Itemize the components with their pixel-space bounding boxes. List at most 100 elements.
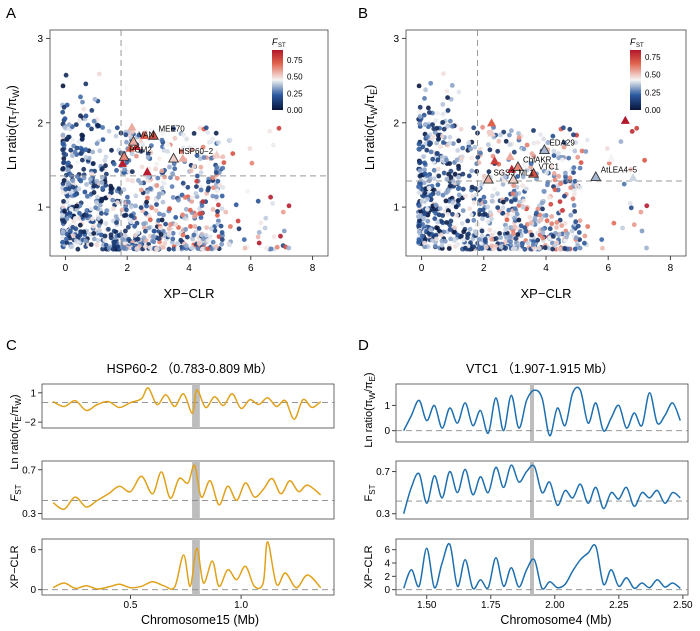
y-tick-label: 2	[37, 118, 43, 129]
scatter-point	[274, 244, 280, 250]
scatter-point	[205, 130, 211, 135]
scatter-point	[472, 229, 478, 235]
scatter-point	[220, 165, 226, 171]
scatter-point	[147, 245, 153, 251]
scatter-point	[150, 234, 156, 240]
scatter-point	[455, 241, 461, 247]
scatter-point	[73, 226, 79, 232]
scatter-point	[558, 181, 563, 187]
scatter-point	[438, 144, 444, 150]
scatter-point	[422, 240, 427, 246]
panel-label-c: C	[6, 337, 17, 354]
scatter-point	[428, 227, 434, 233]
scatter-point	[206, 238, 211, 243]
scatter-point	[124, 139, 129, 145]
scatter-point	[485, 219, 491, 225]
scatter-point	[418, 208, 423, 214]
scatter-point	[514, 211, 520, 217]
scatter-point	[579, 148, 585, 154]
scatter-point	[206, 185, 212, 191]
scatter-point	[149, 205, 155, 211]
scatter-point	[527, 215, 533, 220]
legend-tick-label: 0.00	[287, 106, 303, 115]
scatter-point	[504, 225, 510, 231]
scatter-point	[100, 125, 105, 130]
scatter-point	[452, 238, 457, 243]
scatter-point	[453, 204, 459, 210]
scatter-point	[194, 184, 199, 190]
scatter-point	[268, 194, 273, 200]
scatter-point	[524, 142, 530, 148]
scatter-point	[460, 186, 466, 192]
scatter-point	[425, 134, 430, 140]
scatter-point	[194, 153, 200, 159]
scatter-point	[200, 144, 206, 150]
scatter-point	[531, 140, 537, 146]
scatter-point	[111, 240, 117, 246]
scatter-point	[416, 203, 422, 209]
scatter-point	[561, 140, 567, 146]
scatter-point	[421, 180, 427, 186]
scatter-point	[60, 109, 66, 115]
scatter-point	[479, 233, 485, 239]
scatter-point	[75, 246, 81, 252]
candidate-triangle	[620, 115, 630, 124]
scatter-point	[448, 236, 453, 242]
scatter-point	[456, 138, 462, 144]
scatter-point	[97, 228, 102, 234]
scatter-point	[215, 178, 221, 184]
scatter-point	[631, 222, 637, 228]
scatter-point	[428, 192, 434, 198]
scatter-point	[196, 226, 202, 231]
scatter-point	[471, 217, 477, 223]
scatter-point	[567, 126, 573, 132]
scatter-point	[541, 136, 546, 142]
scatter-point	[110, 197, 115, 203]
scatter-point	[130, 129, 135, 135]
scatter-point	[538, 217, 544, 223]
scatter-point	[83, 113, 89, 119]
scatter-point	[84, 213, 89, 218]
scatter-point	[549, 214, 554, 219]
scatter-point	[438, 219, 444, 224]
scatter-point	[481, 173, 487, 179]
scatter-point	[106, 193, 112, 199]
scatter-point	[170, 230, 176, 236]
scatter-point	[169, 184, 175, 190]
scatter-point	[64, 137, 70, 142]
scatter-point	[199, 246, 205, 252]
y-axis-label-d3: XP−CLR	[363, 545, 375, 588]
scatter-point	[495, 205, 501, 211]
scatter-point	[516, 217, 522, 223]
scatter-point	[516, 135, 522, 141]
x-axis-label-a: XP−CLR	[164, 286, 215, 301]
scatter-point	[469, 184, 475, 190]
scatter-point	[466, 173, 472, 179]
scatter-point	[171, 126, 176, 132]
y-tick-label: 6	[30, 545, 36, 556]
x-tick-label: 0	[63, 263, 69, 274]
scatter-point	[446, 246, 452, 251]
scatter-point	[469, 168, 475, 174]
scatter-point	[264, 245, 270, 251]
scatter-point	[189, 199, 195, 204]
scatter-point	[191, 232, 197, 238]
scatter-point	[430, 134, 436, 140]
scatter-point	[129, 169, 135, 175]
scatter-point	[470, 193, 475, 199]
scatter-point	[197, 156, 203, 162]
scatter-point	[199, 203, 205, 209]
scatter-point	[138, 148, 144, 154]
scatter-point	[61, 178, 67, 183]
scatter-point	[441, 140, 446, 145]
scatter-point	[439, 242, 445, 248]
scatter-point	[628, 205, 634, 211]
scatter-point	[80, 99, 85, 105]
scatter-point	[141, 225, 147, 230]
scatter-point	[460, 145, 466, 151]
legend-tick-label: 0.50	[287, 73, 303, 82]
scatter-point	[535, 237, 541, 243]
scatter-point	[174, 175, 180, 181]
scatter-point	[184, 136, 190, 142]
scatter-point	[440, 213, 446, 218]
